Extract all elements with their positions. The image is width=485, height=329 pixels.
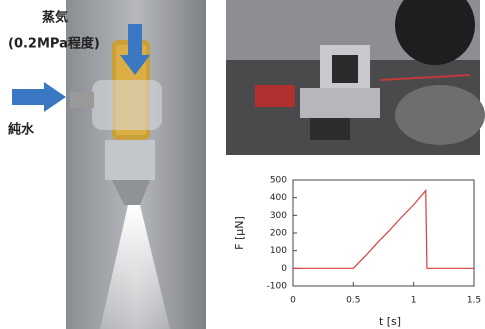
y-tick-label: 100 bbox=[270, 246, 287, 256]
figure: 蒸気 (0.2MPa程度) 純水 t [s] F [μN] -100010020… bbox=[0, 0, 485, 329]
steam-label: 蒸気 bbox=[42, 10, 68, 26]
water-label: 純水 bbox=[8, 122, 35, 138]
pressure-label: (0.2MPa程度) bbox=[8, 36, 100, 52]
x-tick-label: 0.5 bbox=[346, 296, 360, 306]
x-tick-label: 0 bbox=[290, 296, 296, 306]
x-axis-label: t [s] bbox=[379, 315, 401, 328]
y-tick-label: -100 bbox=[267, 282, 288, 292]
x-tick-label: 1 bbox=[411, 296, 417, 306]
data-line bbox=[293, 191, 474, 269]
plot-frame bbox=[293, 180, 474, 286]
y-tick-label: 400 bbox=[270, 193, 287, 203]
y-tick-label: 300 bbox=[270, 211, 287, 221]
x-tick-label: 1.5 bbox=[467, 296, 481, 306]
y-tick-label: 200 bbox=[270, 229, 287, 239]
setup-photo bbox=[226, 0, 485, 155]
y-tick-label: 500 bbox=[270, 176, 287, 186]
y-tick-label: 0 bbox=[281, 264, 287, 274]
y-axis-label: F [μN] bbox=[233, 216, 246, 250]
